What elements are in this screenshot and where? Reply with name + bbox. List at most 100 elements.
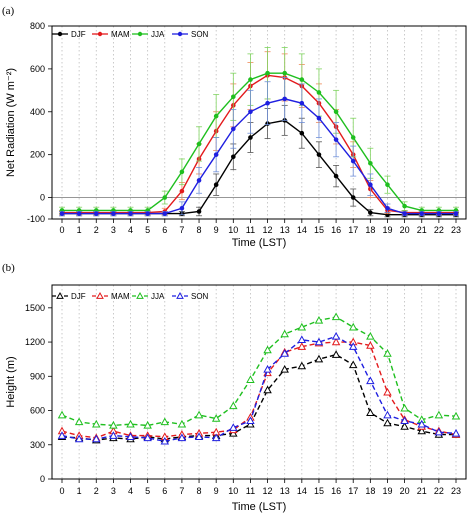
mam-point [297,342,307,350]
djf-series-line [61,353,456,441]
x-tick-label: 4 [128,486,133,496]
legend-marker-djf [56,291,64,299]
son-point [179,205,185,211]
x-tick-label: 18 [365,225,375,235]
son-point [453,211,459,216]
son-point [57,431,67,439]
x-tick-label: 11 [246,225,255,235]
jja-point [162,195,168,200]
son-point [211,433,221,442]
x-tick-label: 18 [365,486,375,496]
son-point [280,349,289,357]
jja-point [213,113,219,119]
x-tick-label: 22 [434,486,444,496]
djf-point [297,361,307,370]
son-point [111,211,116,216]
x-tick-label: 9 [214,225,219,235]
jja-point [109,420,118,429]
djf-point [196,209,202,214]
chart-panel-a: 0 1 2 3 4 5 6 7 8 9 10 11 12 13 14 15 16 17 18 19 20 21 22 2302… [5,21,467,249]
son-point [263,365,272,373]
x-tick-label: 23 [451,225,461,235]
jja-point [348,322,358,331]
legend-label-mam: MAM [111,30,130,39]
jja-point [160,417,170,426]
son-point [248,109,253,115]
jja-point [314,315,324,324]
jja-point [177,419,187,428]
x-axis-label: Time (LST) [232,501,287,513]
son-point [331,331,341,340]
son-point [417,419,426,428]
jja-point [368,160,373,166]
jja-point [196,141,202,147]
djf-point [383,418,392,427]
x-tick-label: 17 [348,486,358,496]
jja-point [434,410,444,419]
x-tick-label: 1 [77,225,82,235]
legend-marker-son [176,291,184,299]
legend-marker-jja [137,31,143,37]
legend-label-jja: JJA [151,30,165,39]
x-tick-label: 0 [59,225,64,235]
son-point [213,152,219,157]
jja-point [126,419,135,428]
djf-point [368,210,373,215]
plot-frame [51,25,467,220]
son-point [419,211,425,216]
x-tick-label: 8 [197,225,202,235]
x-tick-label: 15 [314,225,324,235]
son-point [74,434,84,443]
son-point [177,433,187,442]
jja-point [402,203,407,209]
djf-point [213,182,219,187]
son-point [282,96,287,102]
x-tick-label: 10 [228,225,238,235]
x-tick-label: 12 [263,225,273,235]
jja-point [74,417,84,426]
y-tick-label: 400 [30,107,45,117]
jja-point [248,77,253,82]
jja-point [400,403,409,412]
y-axis-label: Net Radiation (W m⁻²) [5,68,17,177]
panel-a-tag: (a) [2,5,15,17]
jja-point [383,349,392,357]
son-point [162,211,168,216]
x-tick-label: 7 [179,225,184,235]
x-tick-label: 12 [263,486,273,496]
son-point [348,342,358,350]
x-tick-label: 15 [314,486,324,496]
y-tick-label: -100 [27,214,45,224]
djf-point [248,135,253,140]
x-tick-label: 22 [434,225,444,235]
x-tick-label: 3 [111,486,116,496]
djf-point [299,130,305,136]
x-tick-label: 13 [280,486,290,496]
jja-point [231,94,236,100]
jja-point [263,345,272,354]
mam-point [331,337,341,346]
son-point [451,428,461,437]
legend: DJF MAM JJA SON [52,291,209,301]
son-point [350,158,356,164]
jja-point [299,77,305,82]
y-tick-label: 200 [30,150,45,160]
x-tick-label: 7 [179,486,184,496]
son-point [109,431,118,439]
son-point [314,337,324,346]
jja-point [57,410,67,419]
jja-point [179,169,185,175]
x-tick-label: 3 [111,225,116,235]
x-tick-label: 21 [417,225,427,235]
djf-point [314,354,324,363]
son-point [76,211,82,216]
x-tick-label: 0 [59,486,64,496]
y-tick-label: 1500 [25,303,45,313]
son-point [402,211,407,216]
djf-point [231,154,236,160]
legend: DJF MAM JJA SON [52,30,209,39]
y-tick-label: 300 [30,440,45,450]
x-tick-label: 16 [331,225,341,235]
mam-point [383,387,392,396]
jja-point [265,70,270,76]
